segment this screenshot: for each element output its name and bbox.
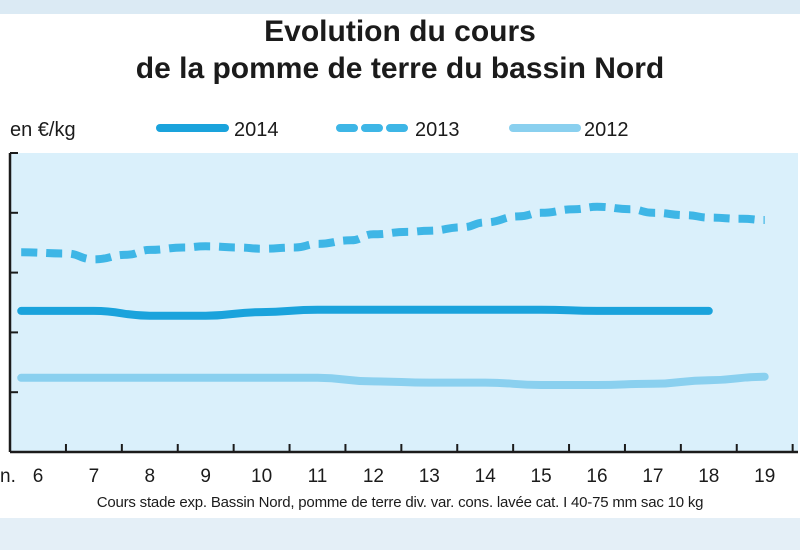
y-unit-label: en €/kg xyxy=(10,119,76,141)
bottom-band xyxy=(0,518,800,550)
chart-title-line-2: de la pomme de terre du bassin Nord xyxy=(135,51,665,85)
x-tick-label-15: 15 xyxy=(531,466,552,487)
x-tick-label-17: 17 xyxy=(642,466,663,487)
x-axis-ticks xyxy=(64,444,794,452)
x-tick-label-8: 8 xyxy=(145,466,156,487)
x-tick-label-18: 18 xyxy=(698,466,719,487)
x-axis-labels: n. 6 7 8 9 10 11 12 13 14 15 16 17 18 19 xyxy=(0,466,775,487)
x-tick-label-7: 7 xyxy=(89,466,100,487)
chart-title: Evolution du cours de la pomme de terre … xyxy=(0,14,800,87)
legend: 2014 2013 2012 xyxy=(156,119,629,141)
x-tick-label-10: 10 xyxy=(251,466,272,487)
y-axis-ticks xyxy=(10,152,18,394)
plot-area xyxy=(10,153,798,452)
legend-label-2014: 2014 xyxy=(234,119,279,141)
legend-label-2013: 2013 xyxy=(415,119,460,141)
x-tick-label-19: 19 xyxy=(754,466,775,487)
series-line-2014 xyxy=(17,305,713,320)
top-band xyxy=(0,0,800,14)
x-tick-label-13: 13 xyxy=(419,466,440,487)
series-line-2013 xyxy=(21,202,765,264)
x-tick-label-16: 16 xyxy=(586,466,607,487)
x-tick-label-12: 12 xyxy=(363,466,384,487)
series-lines xyxy=(17,202,769,389)
x-tick-label-11: 11 xyxy=(308,466,328,487)
x-tick-label-partial: n. xyxy=(0,466,16,487)
chart-title-line-1: Evolution du cours xyxy=(264,15,536,48)
x-tick-label-14: 14 xyxy=(475,466,497,487)
series-line-2012 xyxy=(17,372,769,389)
source-note: Cours stade exp. Bassin Nord, pomme de t… xyxy=(96,494,704,511)
legend-label-2012: 2012 xyxy=(584,119,629,141)
x-tick-label-9: 9 xyxy=(200,466,211,487)
x-tick-label-6: 6 xyxy=(33,466,44,487)
